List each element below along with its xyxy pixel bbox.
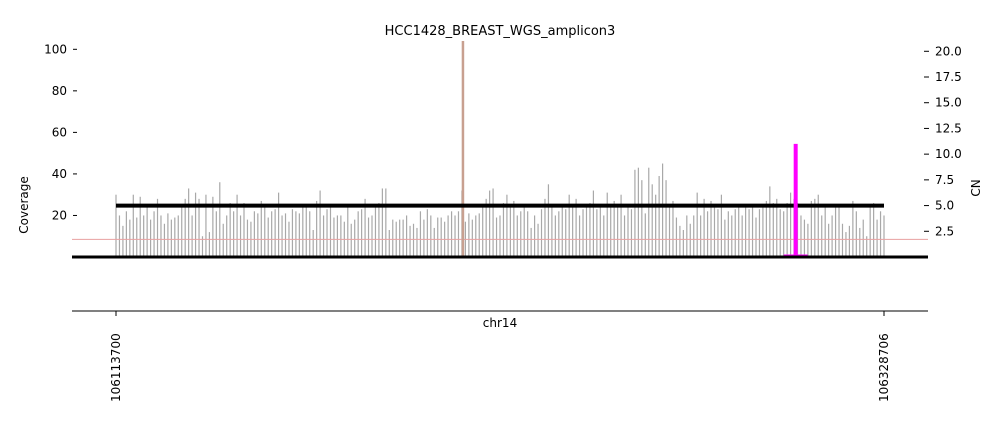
y-tick-label: 60	[52, 125, 67, 139]
coverage-bars	[72, 41, 928, 257]
x-axis-label: chr14	[483, 316, 517, 330]
x-tick-label-start: 106113700	[109, 333, 123, 402]
y-tick-label: 80	[52, 84, 67, 98]
y2-tick-label: 20.0	[935, 44, 962, 58]
y2-tick-label: 5.0	[935, 199, 954, 213]
y2-tick-label: 7.5	[935, 173, 954, 187]
y2-axis-label: CN	[969, 179, 983, 196]
y2-tick-label: 17.5	[935, 70, 962, 84]
y-axis-right: 2.5 5.0 7.5 10.0 12.5 15.0 17.5 20.0	[924, 44, 962, 238]
y2-tick-label: 12.5	[935, 121, 962, 135]
chart-title: HCC1428_BREAST_WGS_amplicon3	[385, 24, 616, 39]
y2-tick-label: 2.5	[935, 224, 954, 238]
y-tick-label: 20	[52, 208, 67, 222]
y2-tick-label: 10.0	[935, 147, 962, 161]
x-tick-label-end: 106328706	[877, 333, 891, 402]
y2-tick-label: 15.0	[935, 96, 962, 110]
y-tick-label: 40	[52, 167, 67, 181]
y-tick-label: 100	[44, 42, 67, 56]
y-axis-label: Coverage	[17, 176, 31, 234]
y-axis-left: 20 40 60 80 100	[44, 42, 77, 222]
